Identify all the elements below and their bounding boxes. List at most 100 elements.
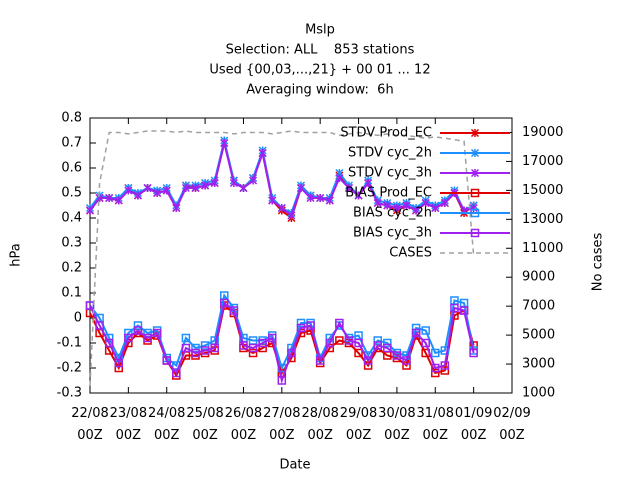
point-marker: [220, 138, 229, 148]
y-tick-label: 0.3: [61, 236, 82, 251]
point-marker: [104, 338, 114, 348]
x-axis-label: Date: [279, 458, 310, 473]
y2-tick-label: 11000: [522, 241, 563, 256]
point-marker: [459, 306, 469, 315]
point-marker: [383, 201, 392, 210]
point-marker: [277, 203, 286, 213]
point-marker: [354, 348, 363, 358]
point-marker: [200, 341, 210, 350]
point-marker: [402, 361, 411, 370]
point-marker: [363, 356, 373, 365]
point-marker: [229, 306, 239, 315]
point-marker: [411, 328, 421, 338]
legend-label: STDV cyc_2h: [348, 146, 432, 161]
point-marker: [411, 323, 421, 333]
y-tick-label: -0.3: [57, 386, 82, 401]
point-marker: [335, 318, 344, 328]
y2-tick-label: 15000: [522, 183, 563, 198]
point-marker: [191, 348, 200, 358]
point-marker: [191, 183, 200, 193]
point-marker: [373, 341, 382, 350]
legend-marker: [470, 208, 480, 218]
x-tick-label: 30/08 00Z: [378, 406, 415, 443]
point-marker: [392, 351, 402, 360]
point-marker: [296, 183, 306, 193]
point-marker: [412, 206, 421, 215]
legend-label: BIAS Prod_EC: [345, 186, 432, 201]
point-marker: [210, 178, 219, 188]
chart-subtitle: Used {00,03,...,21} + 00 01 ... 12: [209, 63, 430, 78]
point-marker: [306, 193, 315, 203]
legend-marker: [470, 148, 480, 158]
x-tick-label: 28/08 00Z: [301, 406, 338, 443]
legend-label: BIAS cyc_2h: [353, 206, 432, 221]
point-marker: [85, 301, 95, 310]
point-marker: [249, 176, 258, 185]
point-marker: [421, 326, 430, 335]
point-marker: [105, 193, 114, 203]
y-tick-label: 0.2: [61, 261, 82, 276]
point-marker: [172, 203, 181, 213]
point-marker: [440, 198, 449, 208]
point-marker: [431, 368, 440, 378]
plot-border: [89, 117, 513, 394]
point-marker: [181, 333, 191, 343]
point-marker: [325, 338, 335, 348]
point-marker: [402, 356, 411, 365]
x-tick-label: 02/09 00Z: [493, 406, 530, 443]
x-tick-label: 29/08 00Z: [340, 406, 377, 443]
x-tick-label: 25/08 00Z: [186, 406, 223, 443]
y-tick-label: -0.1: [57, 336, 82, 351]
point-marker: [258, 148, 267, 158]
x-tick-label: 23/08 00Z: [110, 406, 147, 443]
point-marker: [383, 343, 392, 353]
x-tick-label: 26/08 00Z: [225, 406, 262, 443]
point-marker: [296, 318, 306, 328]
point-marker: [344, 336, 354, 345]
point-marker: [287, 348, 296, 358]
point-marker: [277, 376, 287, 385]
point-marker: [373, 198, 382, 208]
y-axis-label: hPa: [9, 243, 24, 266]
point-marker: [143, 333, 152, 343]
chart-subtitle: Averaging window: 6h: [246, 83, 393, 98]
point-marker: [354, 191, 363, 200]
point-marker: [239, 341, 248, 350]
point-marker: [95, 321, 104, 330]
y-tick-label: 0.8: [61, 111, 82, 126]
point-marker: [287, 211, 296, 220]
point-marker: [469, 348, 478, 358]
point-marker: [124, 186, 133, 195]
y2-tick-label: 17000: [522, 154, 563, 169]
y2-tick-label: 1000: [522, 386, 555, 401]
point-marker: [124, 328, 133, 338]
y-tick-label: -0.2: [57, 361, 82, 376]
point-marker: [392, 203, 401, 213]
point-marker: [421, 338, 430, 348]
point-marker: [431, 363, 440, 373]
point-marker: [210, 343, 219, 353]
y-tick-label: 0.5: [61, 186, 82, 201]
point-marker: [181, 343, 191, 353]
point-marker: [402, 201, 411, 210]
point-marker: [85, 206, 95, 215]
legend-marker: [470, 228, 480, 238]
point-marker: [201, 181, 210, 190]
point-marker: [162, 186, 171, 195]
point-marker: [181, 183, 190, 193]
point-marker: [114, 196, 123, 205]
point-marker: [440, 366, 450, 375]
x-tick-label: 31/08 00Z: [417, 406, 454, 443]
point-marker: [315, 356, 325, 365]
point-marker: [133, 321, 143, 330]
y2-tick-label: 5000: [522, 328, 555, 343]
point-marker: [133, 326, 143, 335]
point-marker: [296, 323, 306, 333]
point-marker: [306, 321, 315, 330]
point-marker: [258, 338, 267, 348]
legend-label: CASES: [389, 246, 432, 261]
point-marker: [114, 358, 124, 368]
y2-tick-label: 13000: [522, 212, 563, 227]
series: [85, 291, 478, 373]
point-marker: [124, 333, 133, 343]
